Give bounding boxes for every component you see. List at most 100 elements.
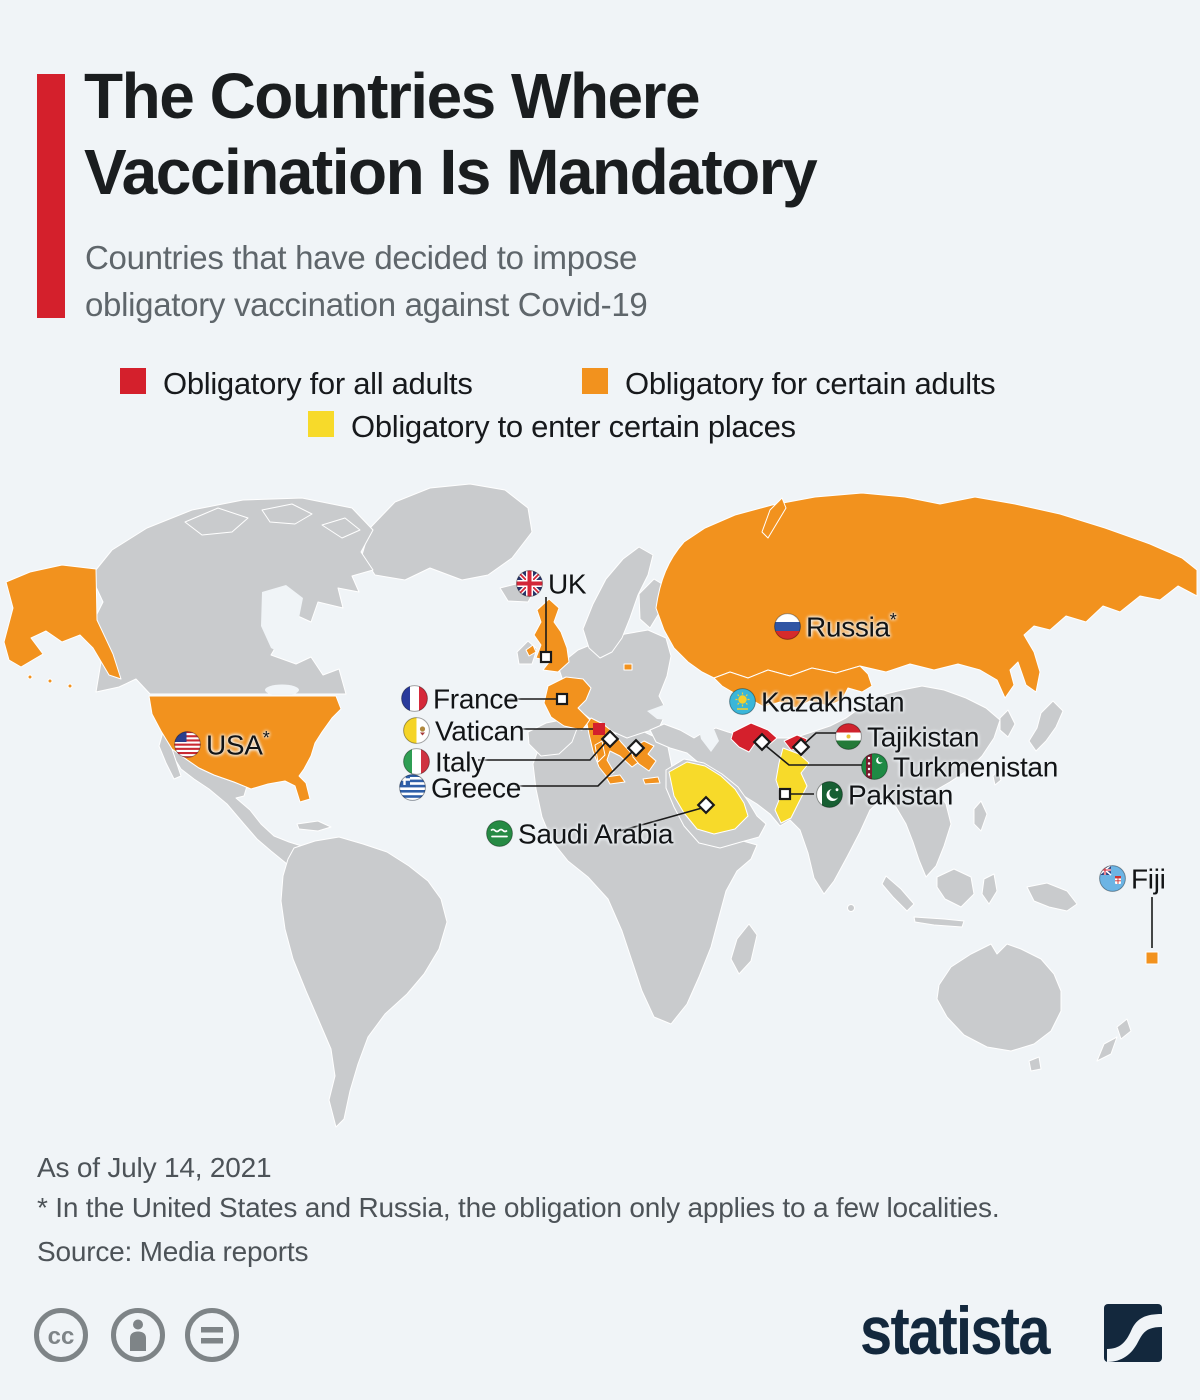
map-label-france: France: [401, 682, 519, 715]
map-label-usa: USA*: [174, 728, 270, 761]
scandinavia: [582, 546, 654, 659]
country-cuba: [296, 820, 332, 832]
equals-glyph: [201, 1327, 223, 1344]
aleutian-islands: [67, 683, 73, 689]
footnote: * In the United States and Russia, the o…: [37, 1192, 1000, 1223]
arctic-islands: [261, 503, 313, 525]
flag-france-icon: [401, 685, 428, 713]
map-label-pakistan: Pakistan: [816, 778, 953, 811]
country-taiwan: [992, 769, 1002, 786]
source-line: Source: Media reports: [37, 1236, 309, 1267]
world-map: [3, 483, 1198, 1128]
arctic-islands: [184, 507, 249, 536]
black-sea: [647, 704, 687, 721]
cc-license-icon: [34, 1308, 88, 1362]
country-korea: [999, 709, 1016, 738]
flag-tajikistan-icon: [835, 723, 862, 751]
marker-saudi-arabia: [696, 795, 716, 815]
map-label-greece: Greece: [399, 771, 521, 804]
aleutian-islands: [27, 674, 33, 680]
country-new-zealand: [1096, 1036, 1118, 1062]
region-alaska-usa: [3, 564, 122, 680]
country-pakistan: [774, 747, 810, 824]
country-philippines: [973, 800, 988, 832]
connector-saudi-arabia: [619, 807, 703, 832]
legend-swatch-certain-adults: [582, 368, 608, 394]
countries-certain-adults: [3, 492, 1198, 965]
caspian-sea: [697, 696, 719, 752]
great-lakes: [265, 684, 299, 696]
marker-italy: [600, 729, 620, 749]
map-label-saudi-arabia: Saudi Arabia: [486, 817, 673, 850]
hudson-bay: [261, 585, 306, 657]
country-sri-lanka: [847, 904, 855, 912]
license-icons: cc: [34, 1308, 239, 1362]
country-canada: [87, 497, 374, 695]
map-label-uk: UK: [516, 567, 587, 600]
arctic-islands: [321, 517, 361, 539]
point-markers: [539, 650, 811, 815]
label-connectors: [478, 597, 1153, 948]
marker-uk: [539, 650, 553, 664]
legend-label-certain-places: Obligatory to enter certain places: [351, 409, 796, 444]
no-derivatives-icon: [185, 1308, 239, 1362]
map-label-turkmenistan: Turkmenistan: [861, 750, 1058, 783]
island-sumatra: [881, 875, 915, 912]
attribution-person-icon: [111, 1308, 165, 1362]
subtitle-line-1: Countries that have decided to impose: [85, 239, 638, 276]
legend-label-all-adults: Obligatory for all adults: [163, 366, 473, 401]
map-label-italy: Italy: [403, 745, 485, 778]
connector-tajikistan: [803, 732, 836, 745]
marker-france: [555, 692, 569, 706]
marker-turkmenistan: [752, 732, 772, 752]
flag-kazakhstan-icon: [729, 688, 756, 716]
country-madagascar: [730, 923, 758, 975]
connector-greece: [515, 751, 633, 787]
person-glyph: [130, 1319, 146, 1351]
country-japan: [1028, 700, 1064, 752]
marker-greece: [626, 738, 646, 758]
flag-saudi-arabia-icon: [486, 820, 513, 848]
continent-south-america: [280, 836, 448, 1128]
region-northern-ireland-uk: [525, 644, 537, 657]
novaya-zemlya-russia: [761, 497, 787, 539]
map-label-vatican: Vatican: [403, 714, 525, 747]
island-java: [913, 916, 965, 928]
island-crete-greece: [642, 776, 661, 785]
country-fiji-marker: [1145, 951, 1159, 965]
island-sicily-italy: [605, 774, 626, 785]
map-label-russia: Russia*: [774, 610, 897, 643]
legend-swatch-all-adults: [120, 368, 146, 394]
page-subtitle: Countries that have decided to impose ob…: [85, 234, 648, 328]
flag-uk-icon: [516, 570, 543, 598]
island-sulawesi: [981, 873, 998, 905]
flag-italy-icon: [403, 748, 430, 776]
title-accent-bar: [37, 74, 65, 318]
country-new-zealand: [1116, 1018, 1132, 1040]
marker-vatican: [593, 723, 605, 735]
subtitle-line-2: obligatory vaccination against Covid-19: [85, 286, 648, 323]
region-kaliningrad-russia: [623, 663, 633, 671]
flag-pakistan-icon: [816, 781, 843, 809]
map-label-kazakhstan: Kazakhstan: [729, 685, 905, 718]
flag-russia-icon: [774, 613, 801, 641]
island-new-guinea: [1026, 882, 1078, 912]
marker-tajikistan: [791, 737, 811, 757]
map-label-fiji: Fiji: [1099, 862, 1166, 895]
flag-vatican-icon: [403, 717, 430, 745]
countries-certain-places: [668, 747, 810, 835]
connector-italy: [478, 741, 607, 761]
flag-usa-icon: [174, 731, 201, 759]
country-australia: [936, 943, 1062, 1052]
aleutian-islands: [47, 678, 53, 684]
marker-pakistan: [778, 787, 792, 801]
connector-turkmenistan: [765, 745, 864, 766]
as-of-date: As of July 14, 2021: [37, 1152, 272, 1183]
flag-fiji-icon: [1099, 865, 1126, 893]
country-greenland: [361, 483, 533, 581]
legend-swatch-certain-places: [308, 411, 334, 437]
water-bodies: [261, 585, 719, 752]
statista-logo-text: statista: [860, 1293, 1050, 1369]
cc-glyph: cc: [48, 1323, 75, 1350]
